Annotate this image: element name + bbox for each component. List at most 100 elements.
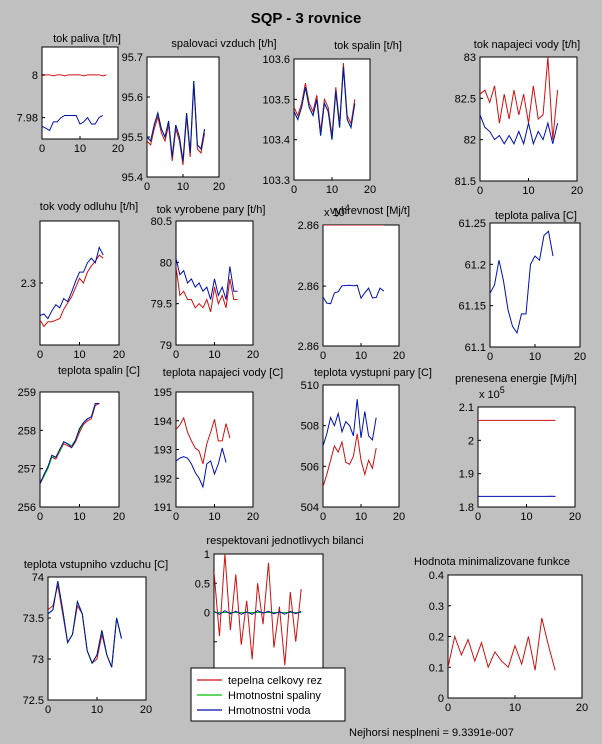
y-tick-label: 82 xyxy=(464,135,476,147)
y-tick-label: 103.6 xyxy=(262,54,290,66)
y-tick-label: 0.4 xyxy=(429,570,444,582)
axes-area xyxy=(175,391,254,508)
series-line xyxy=(323,433,377,487)
x-tick-label: 0 xyxy=(477,185,483,197)
y-tick-label: 103.5 xyxy=(262,94,290,106)
series-line xyxy=(40,254,104,328)
subplot: teplota spalin [C] 0 10 20 256 257 258 259 xyxy=(18,365,140,523)
y-tick-label: 508 xyxy=(301,421,319,433)
y-tick-label: 103.3 xyxy=(262,175,290,187)
subplot: teplota vstupniho vzduchu [C] 0 10 20 72.5 73… xyxy=(23,559,169,716)
axes-area xyxy=(41,46,119,140)
subplot: tok napajeci vody [t/h] 0 10 20 81.5 82 82.5 83 xyxy=(455,39,584,197)
y-tick-label: 1.9 xyxy=(459,469,474,481)
axes-area xyxy=(322,384,400,508)
axes-title: prenesena energie [Mj/h] xyxy=(455,373,577,385)
y-tick-label: 73 xyxy=(32,654,44,666)
axes-title: tok vody odluhu [t/h] xyxy=(40,201,138,213)
y-tick-label: 2.86 xyxy=(298,341,319,353)
series-line xyxy=(176,447,227,489)
x-tick-label: 10 xyxy=(91,704,103,716)
y-tick-label: 72.5 xyxy=(23,695,44,707)
y-tick-label: 95.5 xyxy=(122,132,143,144)
subplot: tok paliva [t/h] 0 10 20 7.98 8 xyxy=(17,33,125,155)
axes-title: teplota paliva [C] xyxy=(495,210,577,222)
subplot: Hodnota minimalizovane funkce 0 10 20 0 0.1 0.… xyxy=(414,556,588,714)
axes-title: tok spalin [t/h] xyxy=(334,40,402,52)
axes-title: vyhrevnost [Mj/t] xyxy=(330,205,410,217)
y-tick-label: 504 xyxy=(301,502,319,514)
x-tick-label: 0 xyxy=(173,511,179,523)
series-line xyxy=(214,610,302,615)
y-tick-label: 80.5 xyxy=(151,216,172,228)
y-tick-label: 61.1 xyxy=(465,342,486,354)
y-tick-label: 191 xyxy=(154,502,172,514)
series-line xyxy=(480,114,559,146)
axes-title: spalovaci vzduch [t/h] xyxy=(171,38,276,50)
x-tick-label: 0 xyxy=(39,143,45,155)
axes-area xyxy=(322,224,400,347)
x-tick-label: 20 xyxy=(213,181,225,193)
y-tick-label: 506 xyxy=(301,461,319,473)
y-tick-label: 61.15 xyxy=(458,301,486,313)
x-tick-label: 0 xyxy=(320,350,326,362)
subplot: spalovaci vzduch [t/h] 0 10 20 95.4 95.5 95.6 9… xyxy=(122,38,277,193)
x-tick-label: 0 xyxy=(144,181,150,193)
x-tick-label: 10 xyxy=(208,511,220,523)
axes-title: teplota spalin [C] xyxy=(58,365,140,377)
x-tick-label: 20 xyxy=(576,702,588,714)
y-tick-label: 95.7 xyxy=(122,52,143,64)
subplot: tok spalin [t/h] 0 10 20 103.3 103.4 103.5 103.… xyxy=(262,40,401,196)
y-tick-label: 7.98 xyxy=(17,113,38,125)
x-tick-label: 20 xyxy=(112,143,124,155)
exponent-label: x 104 xyxy=(324,203,350,219)
x-tick-label: 0 xyxy=(291,184,297,196)
x-tick-label: 20 xyxy=(113,511,125,523)
y-tick-label: 8 xyxy=(32,70,38,82)
series-line xyxy=(480,57,559,140)
series-line xyxy=(40,245,104,320)
x-tick-label: 20 xyxy=(247,511,259,523)
axes-area xyxy=(39,220,120,346)
y-tick-label: 2.86 xyxy=(298,220,319,232)
legend-label: Hmotnostni spaliny xyxy=(228,690,321,702)
y-tick-label: 193 xyxy=(154,445,172,457)
y-tick-label: 73.5 xyxy=(23,613,44,625)
y-tick-label: 61.2 xyxy=(465,259,486,271)
x-tick-label: 0 xyxy=(37,511,43,523)
legend: tepelna celkovy rez Hmotnostni spaliny H… xyxy=(190,667,346,722)
y-tick-label: 2.1 xyxy=(459,402,474,414)
y-tick-label: 0.5 xyxy=(195,578,210,590)
subplot: teplota vystupni pary [C] 0 10 20 504 506 508 5… xyxy=(301,367,432,523)
y-tick-label: 95.4 xyxy=(122,172,143,184)
y-tick-label: 74 xyxy=(32,572,44,584)
series-line xyxy=(176,266,238,313)
x-tick-label: 10 xyxy=(529,351,541,363)
series-line xyxy=(42,74,107,77)
axes-title: tok napajeci vody [t/h] xyxy=(474,39,580,51)
exponent-label: x 105 xyxy=(479,385,505,401)
axes-area xyxy=(479,56,578,182)
axes-title: Hodnota minimalizovane funkce xyxy=(414,556,570,568)
axes-title: teplota vystupni pary [C] xyxy=(314,367,432,379)
x-tick-label: 0 xyxy=(487,351,493,363)
x-tick-label: 0 xyxy=(475,511,481,523)
axes-title: tok paliva [t/h] xyxy=(53,33,121,45)
y-tick-label: 0.2 xyxy=(429,632,444,644)
y-tick-label: 0 xyxy=(438,693,444,705)
y-tick-label: 81.5 xyxy=(455,176,476,188)
y-tick-label: 95.6 xyxy=(122,92,143,104)
x-tick-label: 20 xyxy=(113,349,125,361)
x-tick-label: 20 xyxy=(571,185,583,197)
x-tick-label: 20 xyxy=(364,184,376,196)
y-tick-label: 195 xyxy=(154,387,172,399)
x-tick-label: 0 xyxy=(37,349,43,361)
x-tick-label: 20 xyxy=(393,350,405,362)
legend-label: Hmotnostni voda xyxy=(228,705,311,717)
x-tick-label: 10 xyxy=(73,349,85,361)
y-tick-label: 258 xyxy=(18,425,36,437)
axes-title: teplota napajeci vody [C] xyxy=(163,367,283,379)
subplot: teplota paliva [C] 0 10 20 61.1 61.15 61.2 61.2… xyxy=(458,210,586,363)
series-line xyxy=(176,258,238,300)
